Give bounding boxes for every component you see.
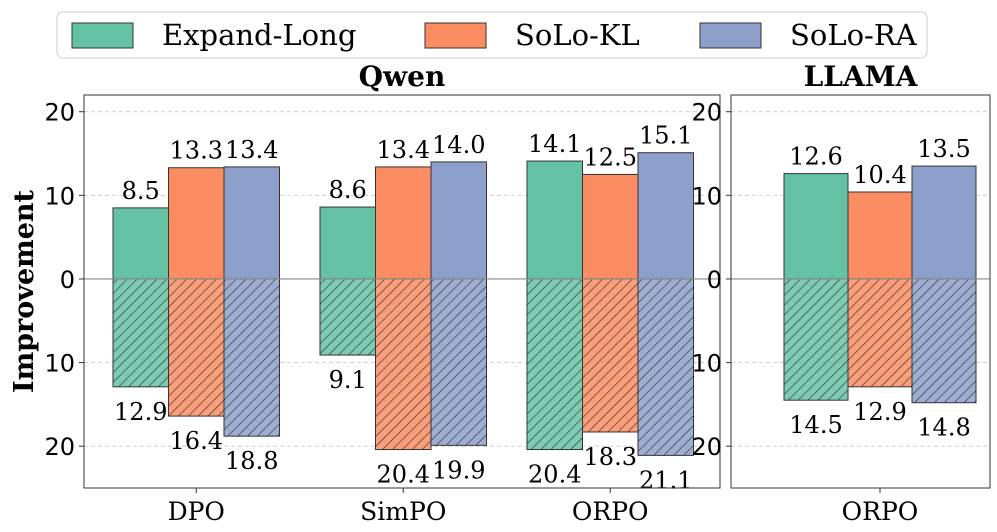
y-tick-label: 20 [691, 99, 722, 127]
data-label-negative: 20.4 [528, 461, 581, 489]
bar-negative-hatch [224, 278, 280, 437]
legend-entry: SoLo-RA [790, 18, 918, 52]
bar-negative-hatch [168, 278, 224, 417]
y-tick-label: 10 [691, 350, 722, 378]
panel-llama: 12.6 14.5 10.4 12.9 13.5 14.8 20 10 0 10 20 ORPO LLA… [691, 60, 991, 526]
data-label-negative: 16.4 [170, 427, 223, 455]
data-label-negative: 14.8 [917, 414, 970, 442]
legend-swatch [424, 22, 487, 49]
panel-frame [730, 94, 991, 489]
legend-swatch [71, 22, 134, 49]
bar-negative-hatch [320, 278, 376, 356]
y-tick-label: 20 [44, 433, 75, 461]
y-tick-label: 10 [44, 182, 75, 210]
data-label-negative: 18.8 [225, 447, 278, 475]
bar-positive-solo-kl [375, 166, 432, 280]
legend-swatch [699, 22, 762, 49]
data-label-negative: 12.9 [114, 398, 167, 426]
data-label-positive: 10.4 [853, 161, 906, 189]
x-tick-label: DPO [168, 497, 225, 526]
bar-positive-solo-ra [430, 161, 487, 280]
data-label-positive: 15.1 [639, 122, 692, 150]
data-label-positive: 12.6 [789, 143, 842, 171]
bar-negative-hatch [784, 278, 848, 401]
bar-negative-hatch [431, 278, 487, 446]
data-label-negative: 20.4 [377, 461, 430, 489]
legend: Expand-Long SoLo-KL SoLo-RA [56, 11, 928, 59]
panel-title: LLAMA [804, 60, 919, 93]
data-label-positive: 14.0 [432, 131, 485, 159]
x-tick-label: SimPO [360, 497, 446, 526]
data-label-negative: 21.1 [639, 466, 692, 494]
bar-positive-expand-long [319, 206, 376, 280]
y-tick-label: 20 [44, 99, 75, 127]
y-tick-label: 10 [691, 182, 722, 210]
panel-title: Qwen [359, 60, 446, 93]
data-label-positive: 8.6 [329, 176, 367, 204]
bar-positive-expand-long [112, 207, 169, 280]
bar-positive-solo-ra [911, 165, 977, 280]
bar-positive-expand-long [526, 160, 583, 280]
legend-entry: SoLo-KL [515, 18, 640, 52]
bar-negative-hatch [113, 278, 169, 387]
data-label-positive: 14.1 [528, 130, 581, 158]
data-label-positive: 13.4 [377, 136, 430, 164]
bar-positive-solo-kl [582, 173, 639, 280]
data-label-negative: 19.9 [432, 456, 485, 484]
data-label-negative: 12.9 [853, 398, 906, 426]
data-label-negative: 9.1 [329, 366, 367, 394]
y-tick-label: 10 [44, 350, 75, 378]
bar-negative-hatch [582, 278, 638, 432]
bar-negative-hatch [848, 278, 912, 387]
x-tick-label: ORPO [842, 497, 919, 526]
bar-positive-expand-long [783, 173, 849, 280]
panel-qwen: 8.5 12.9 8.6 9.1 14.1 20.4 13.3 16.4 13.4 20.4 12.… [44, 60, 721, 526]
legend-entry: Expand-Long [162, 18, 356, 52]
x-tick-label: ORPO [572, 497, 649, 526]
bar-negative-hatch [912, 278, 976, 403]
y-tick-label: 20 [691, 433, 722, 461]
bar-negative-hatch [375, 278, 431, 450]
data-label-positive: 12.5 [584, 143, 637, 171]
bar-positive-solo-kl [847, 191, 913, 280]
data-label-negative: 18.3 [584, 443, 637, 471]
data-label-positive: 13.4 [225, 136, 278, 164]
panel-frame [83, 94, 721, 489]
data-label-positive: 8.5 [122, 177, 160, 205]
bar-positive-solo-ra [223, 166, 280, 280]
bar-negative-hatch [638, 278, 694, 456]
y-tick-label: 0 [60, 266, 75, 294]
y-axis-label: Improvement [9, 189, 40, 393]
y-tick-label: 0 [707, 266, 722, 294]
bar-negative-hatch [527, 278, 583, 450]
data-label-positive: 13.3 [170, 137, 223, 165]
bar-positive-solo-kl [168, 167, 225, 280]
data-label-negative: 14.5 [789, 411, 842, 439]
bar-positive-solo-ra [637, 152, 694, 280]
data-label-positive: 13.5 [917, 135, 970, 163]
